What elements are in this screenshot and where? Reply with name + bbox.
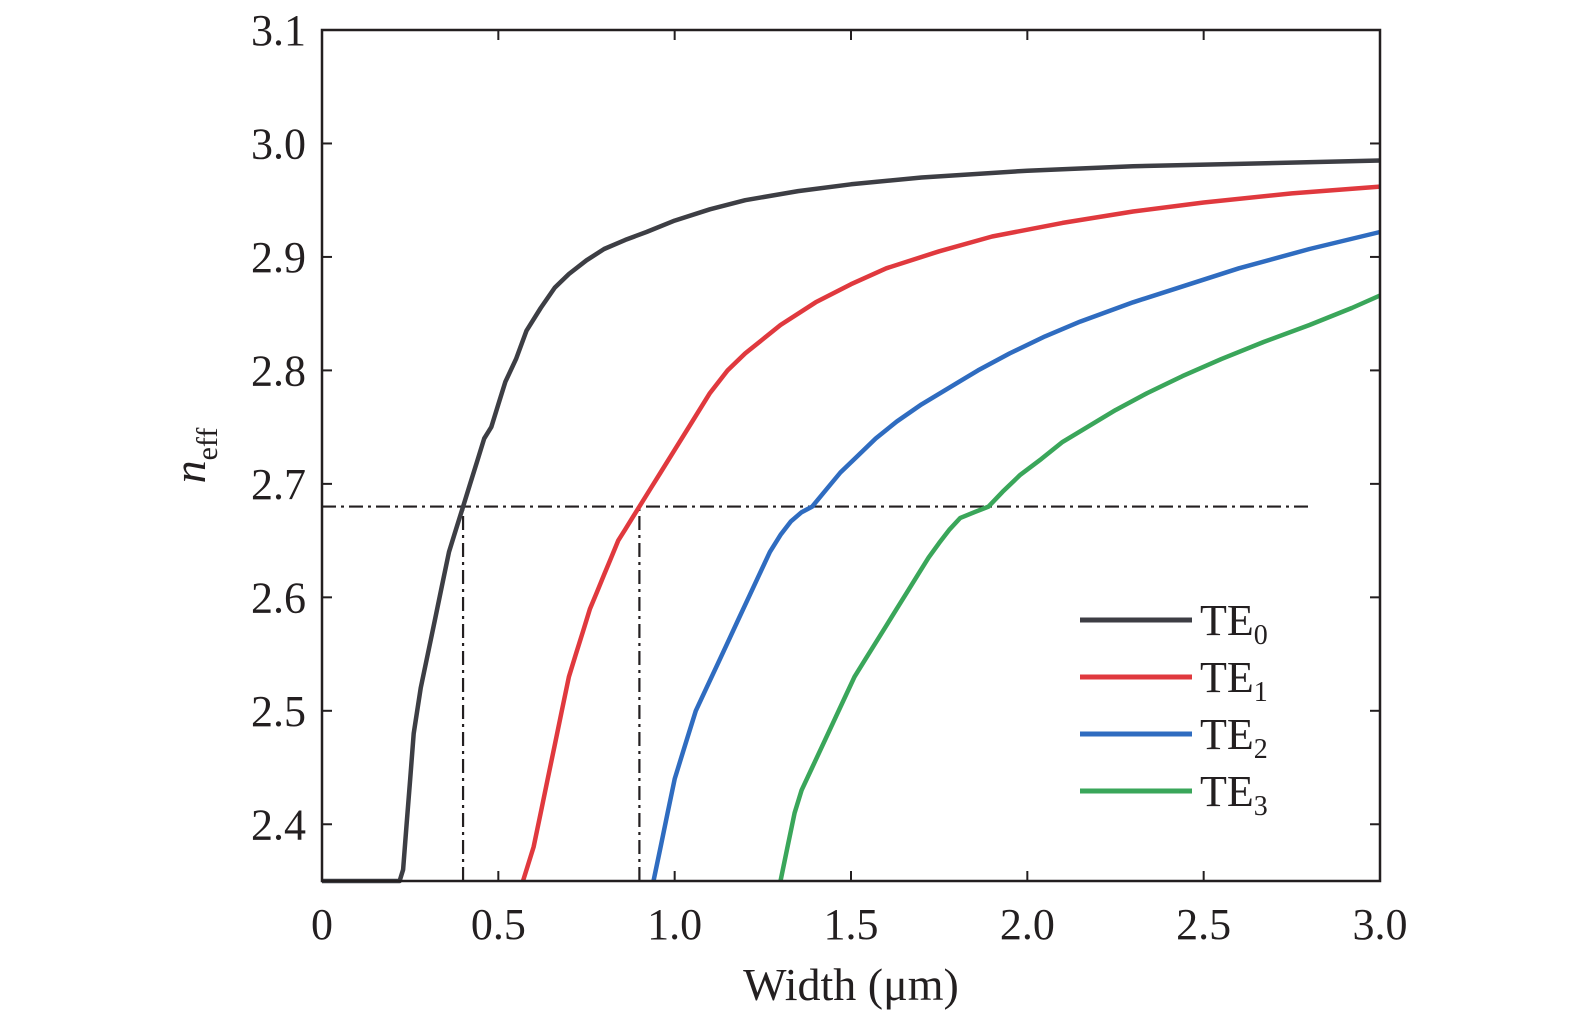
x-tick-label: 2.0 [1000,900,1055,949]
x-tick-label: 2.5 [1176,900,1231,949]
x-tick-label: 0 [311,900,333,949]
series-line-te0 [322,158,1381,884]
legend-label: TE3 [1200,767,1268,822]
y-axis-title-sub: eff [191,428,224,461]
y-tick-label: 3.0 [251,119,306,168]
y-axis-title-main: n [164,460,215,483]
reference-lines [322,505,1310,881]
legend-label-sub: 2 [1254,734,1268,765]
legend-label-main: TE [1200,710,1254,759]
legend-label-main: TE [1200,767,1254,816]
x-tick-label: 0.5 [471,900,526,949]
legend-label-main: TE [1200,596,1254,645]
series-line-te2 [651,229,1381,882]
y-axis-title: neff [164,428,224,484]
legend-label: TE2 [1200,710,1268,765]
x-tick-label: 1.5 [824,900,879,949]
legend-label-main: TE [1200,653,1254,702]
y-tick-label: 2.9 [251,233,306,282]
legend-label-sub: 0 [1254,620,1268,651]
x-tick-label: 3.0 [1353,900,1408,949]
y-tick-label: 2.8 [251,346,306,395]
series-lines [322,158,1381,884]
x-tick-labels: 0 0.5 1.0 1.5 2.0 2.5 3.0 [311,900,1408,949]
series-line-te1 [520,184,1381,882]
legend-label-sub: 3 [1254,791,1268,822]
y-tick-label: 2.5 [251,687,306,736]
y-tick-label: 3.1 [251,6,306,55]
y-tick-label: 2.4 [251,800,306,849]
x-tick-label: 1.0 [647,900,702,949]
legend-label: TE0 [1200,596,1268,651]
legend-label-sub: 1 [1254,677,1268,708]
y-tick-label: 2.7 [251,460,306,509]
y-tick-labels: 2.4 2.5 2.6 2.7 2.8 2.9 3.0 3.1 [251,6,306,849]
y-tick-label: 2.6 [251,573,306,622]
legend-label: TE1 [1200,653,1268,708]
x-axis-title: Width (μm) [743,959,959,1010]
axis-ticks [321,29,1381,881]
series-line-te3 [778,293,1381,882]
